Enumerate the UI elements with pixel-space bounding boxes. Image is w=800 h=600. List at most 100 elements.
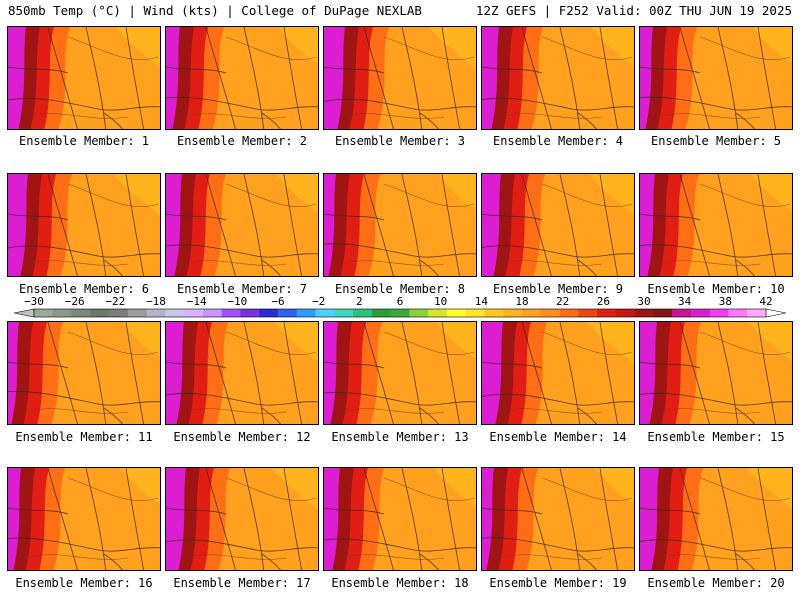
- colorbar-tick-label: −22: [105, 295, 125, 308]
- ensemble-panel-11: [7, 321, 161, 425]
- colorbar-swatch: [709, 309, 729, 317]
- colorbar-swatch: [71, 309, 91, 317]
- colorbar-swatch: [634, 309, 654, 317]
- ensemble-member-label: Ensemble Member: 14: [489, 430, 627, 444]
- colorbar-frame: [33, 308, 767, 318]
- ensemble-panel-4: [481, 26, 635, 130]
- colorbar-tick-label: 18: [515, 295, 528, 308]
- colorbar-swatch: [484, 309, 504, 317]
- colorbar-swatch: [353, 309, 373, 317]
- colorbar-swatch: [127, 309, 147, 317]
- ensemble-panel-6: [7, 173, 161, 277]
- ensemble-member-label: Ensemble Member: 10: [647, 282, 785, 296]
- colorbar-swatch: [334, 309, 354, 317]
- colorbar-tick-label: 38: [719, 295, 732, 308]
- colorbar-swatch: [34, 309, 54, 317]
- colorbar-swatch: [52, 309, 72, 317]
- colorbar-swatch: [240, 309, 260, 317]
- ensemble-panel-12: [165, 321, 319, 425]
- ensemble-panel-7: [165, 173, 319, 277]
- ensemble-member-label: Ensemble Member: 15: [647, 430, 785, 444]
- colorbar-tick-label: 34: [678, 295, 692, 308]
- ensemble-member-label: Ensemble Member: 20: [647, 576, 785, 590]
- colorbar-tick-label: 6: [397, 295, 404, 308]
- ensemble-panel-16: [7, 467, 161, 571]
- colorbar-tick-label: −10: [227, 295, 247, 308]
- ensemble-panel-3: [323, 26, 477, 130]
- colorbar-swatch: [259, 309, 279, 317]
- ensemble-member-label: Ensemble Member: 7: [176, 282, 308, 296]
- ensemble-panel-9: [481, 173, 635, 277]
- colorbar-swatch: [672, 309, 692, 317]
- colorbar-swatch: [559, 309, 579, 317]
- colorbar-high-arrow: [765, 308, 787, 318]
- ensemble-panel-13: [323, 321, 477, 425]
- colorbar-swatch: [597, 309, 617, 317]
- colorbar-tick-label: −30: [24, 295, 44, 308]
- colorbar-swatch: [184, 309, 204, 317]
- ensemble-member-label: Ensemble Member: 1: [18, 134, 150, 148]
- colorbar-tick-label: −6: [271, 295, 284, 308]
- header-right: 12Z GEFS | F252 Valid: 00Z THU JUN 19 20…: [475, 3, 792, 18]
- colorbar-swatch: [522, 309, 542, 317]
- ensemble-panel-19: [481, 467, 635, 571]
- colorbar-swatch: [540, 309, 560, 317]
- ensemble-member-label: Ensemble Member: 8: [334, 282, 466, 296]
- colorbar-tick-label: 26: [597, 295, 610, 308]
- ensemble-panel-20: [639, 467, 793, 571]
- colorbar-swatch: [465, 309, 485, 317]
- ensemble-panel-8: [323, 173, 477, 277]
- colorbar-tick-label: 10: [434, 295, 447, 308]
- colorbar-swatch: [690, 309, 710, 317]
- ensemble-member-label: Ensemble Member: 18: [331, 576, 469, 590]
- colorbar-swatch: [146, 309, 166, 317]
- colorbar-swatch: [315, 309, 335, 317]
- colorbar-swatch: [221, 309, 241, 317]
- colorbar-swatch: [747, 309, 767, 317]
- colorbar-tick-label: 30: [637, 295, 650, 308]
- ensemble-member-label: Ensemble Member: 5: [650, 134, 782, 148]
- ensemble-panel-2: [165, 26, 319, 130]
- colorbar-swatch: [503, 309, 523, 317]
- ensemble-member-label: Ensemble Member: 9: [492, 282, 624, 296]
- colorbar-swatch: [371, 309, 391, 317]
- ensemble-member-label: Ensemble Member: 11: [15, 430, 153, 444]
- colorbar-tick-label: −2: [312, 295, 325, 308]
- colorbar-swatch: [728, 309, 748, 317]
- colorbar-swatch: [296, 309, 316, 317]
- ensemble-member-label: Ensemble Member: 13: [331, 430, 469, 444]
- ensemble-member-label: Ensemble Member: 4: [492, 134, 624, 148]
- colorbar-swatch: [409, 309, 429, 317]
- ensemble-member-label: Ensemble Member: 17: [173, 576, 311, 590]
- header-left: 850mb Temp (°C) | Wind (kts) | College o…: [8, 3, 422, 18]
- colorbar-swatch: [653, 309, 673, 317]
- colorbar-swatch: [578, 309, 598, 317]
- ensemble-member-label: Ensemble Member: 3: [334, 134, 466, 148]
- ensemble-member-label: Ensemble Member: 16: [15, 576, 153, 590]
- ensemble-panel-5: [639, 26, 793, 130]
- ensemble-member-label: Ensemble Member: 2: [176, 134, 308, 148]
- ensemble-panel-14: [481, 321, 635, 425]
- colorbar-tick-label: −26: [65, 295, 85, 308]
- colorbar-swatch: [202, 309, 222, 317]
- colorbar-swatch: [90, 309, 110, 317]
- colorbar-swatch: [165, 309, 185, 317]
- colorbar-low-arrow: [13, 308, 35, 318]
- colorbar-tick-label: 22: [556, 295, 569, 308]
- ensemble-member-label: Ensemble Member: 6: [18, 282, 150, 296]
- colorbar-swatch: [109, 309, 129, 317]
- ensemble-panel-18: [323, 467, 477, 571]
- ensemble-panel-10: [639, 173, 793, 277]
- ensemble-member-label: Ensemble Member: 12: [173, 430, 311, 444]
- colorbar-swatch: [615, 309, 635, 317]
- colorbar-tick-label: 14: [475, 295, 489, 308]
- colorbar-tick-label: 42: [759, 295, 772, 308]
- colorbar-tick-label: −14: [187, 295, 207, 308]
- ensemble-panel-17: [165, 467, 319, 571]
- colorbar-swatch: [278, 309, 298, 317]
- colorbar-swatch: [390, 309, 410, 317]
- ensemble-panel-1: [7, 26, 161, 130]
- temperature-colorbar: −30 −26 −22 −18 −14 −10 −6 −2 2 6 10 14 18 22 26 30 34 38…: [13, 295, 787, 318]
- colorbar-tick-label: −18: [146, 295, 166, 308]
- colorbar-tick-label: 2: [356, 295, 363, 308]
